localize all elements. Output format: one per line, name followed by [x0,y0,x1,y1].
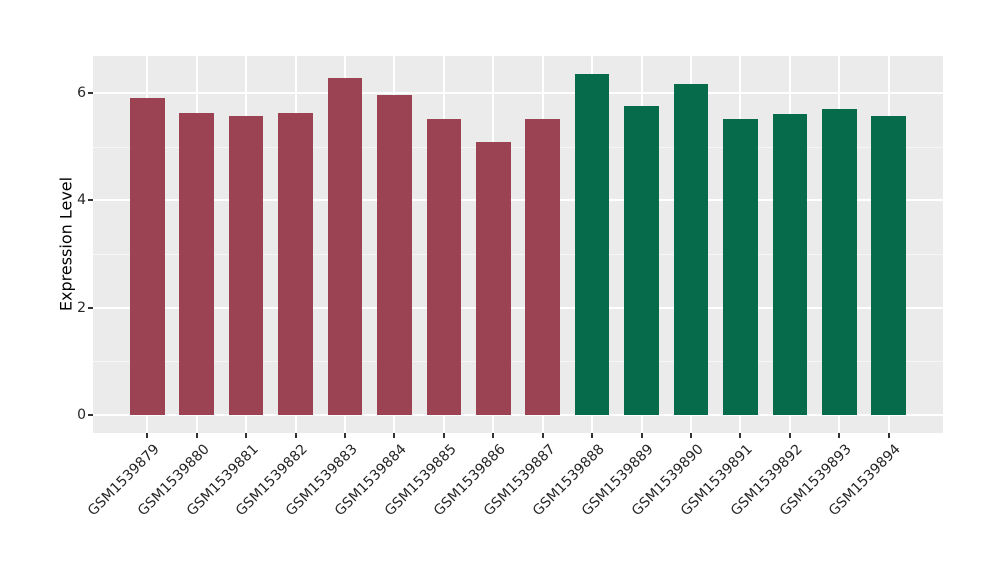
gridline-minor [93,361,943,363]
x-tick-mark [294,433,297,438]
plot-panel [93,56,943,433]
bar [821,108,857,415]
y-tick-label: 2 [77,299,86,316]
y-tick-label: 6 [77,84,86,101]
bar [624,106,659,415]
y-tick-mark [88,199,93,202]
gridline-major [93,306,943,309]
bar [525,119,560,415]
x-tick-mark [788,433,791,438]
x-tick-mark [344,433,347,438]
x-tick-mark [838,433,841,438]
gridline-minor [93,253,943,255]
bar [228,116,264,415]
y-tick-label: 4 [77,192,86,209]
x-tick-mark [591,433,594,438]
bar [278,112,313,415]
gridline-minor [93,146,943,148]
x-tick-mark [887,433,890,438]
x-tick-mark [442,433,445,438]
y-tick-mark [88,91,93,94]
bar [327,77,363,415]
bar [871,116,906,415]
bar [179,112,215,415]
gridline-major [93,199,943,202]
bar [475,142,511,415]
x-tick-mark [739,433,742,438]
x-tick-mark [146,433,149,438]
y-tick-mark [88,414,93,416]
bar [574,74,610,415]
gridline-major [93,414,943,416]
bar [723,118,758,415]
y-tick-mark [88,306,93,309]
y-tick-label: 0 [77,407,86,423]
x-tick-mark [393,433,396,438]
bar [426,119,462,415]
bar [673,84,709,415]
x-tick-mark [689,433,692,438]
bar [130,97,165,415]
bar [377,94,412,415]
x-tick-mark [245,433,248,438]
x-tick-mark [640,433,643,438]
gridline-major [93,91,943,94]
x-tick-mark [195,433,198,438]
x-tick-mark [492,433,495,438]
x-tick-mark [541,433,544,438]
bar [772,114,808,415]
